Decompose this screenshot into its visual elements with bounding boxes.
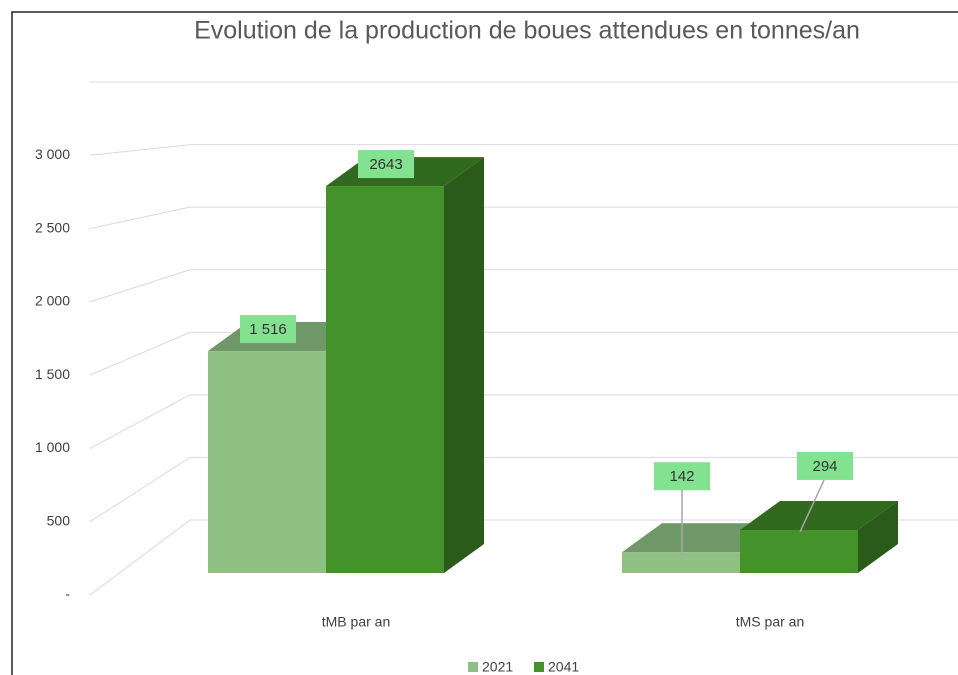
y-tick-label: 2 500	[35, 219, 70, 235]
grid-line	[89, 206, 191, 230]
legend-swatch	[534, 662, 544, 672]
grid-line	[89, 457, 191, 523]
legend-label: 2041	[548, 659, 579, 675]
grid-line	[89, 519, 191, 596]
y-tick-label: -	[65, 586, 70, 602]
data-label-box	[240, 315, 296, 344]
bar-front	[622, 552, 740, 573]
data-label-box	[358, 150, 414, 179]
y-tick-label: 2 000	[35, 293, 70, 309]
data-label: 2643	[369, 156, 402, 173]
bar	[326, 157, 484, 573]
y-tick-label: 3 000	[35, 146, 70, 162]
chart-title: Evolution de la production de boues atte…	[194, 17, 860, 45]
data-label: 294	[812, 458, 837, 475]
grid-line	[89, 144, 191, 156]
leader-line	[799, 477, 826, 533]
grid-line	[89, 331, 191, 376]
bar-front	[208, 351, 326, 573]
frame	[11, 11, 958, 675]
legend-swatch	[468, 662, 478, 672]
bar-top	[740, 500, 898, 530]
data-label-box	[797, 451, 853, 480]
bar	[740, 500, 898, 573]
y-tick-label: 1 500	[35, 366, 70, 382]
y-tick-label: 1 000	[35, 439, 70, 455]
bar-front	[740, 529, 858, 573]
x-tick-label: tMS par an	[736, 614, 804, 630]
legend-label: 2021	[482, 659, 513, 675]
y-tick-label: 500	[47, 512, 71, 528]
data-label: 142	[669, 468, 694, 485]
data-label: 1 516	[249, 321, 287, 338]
x-tick-label: tMB par an	[322, 614, 390, 630]
grid-line	[89, 269, 191, 303]
grid-line	[89, 394, 191, 449]
bar-front	[326, 186, 444, 573]
data-label-box	[654, 462, 710, 491]
bar-side	[444, 157, 484, 573]
bar-side	[858, 500, 898, 573]
